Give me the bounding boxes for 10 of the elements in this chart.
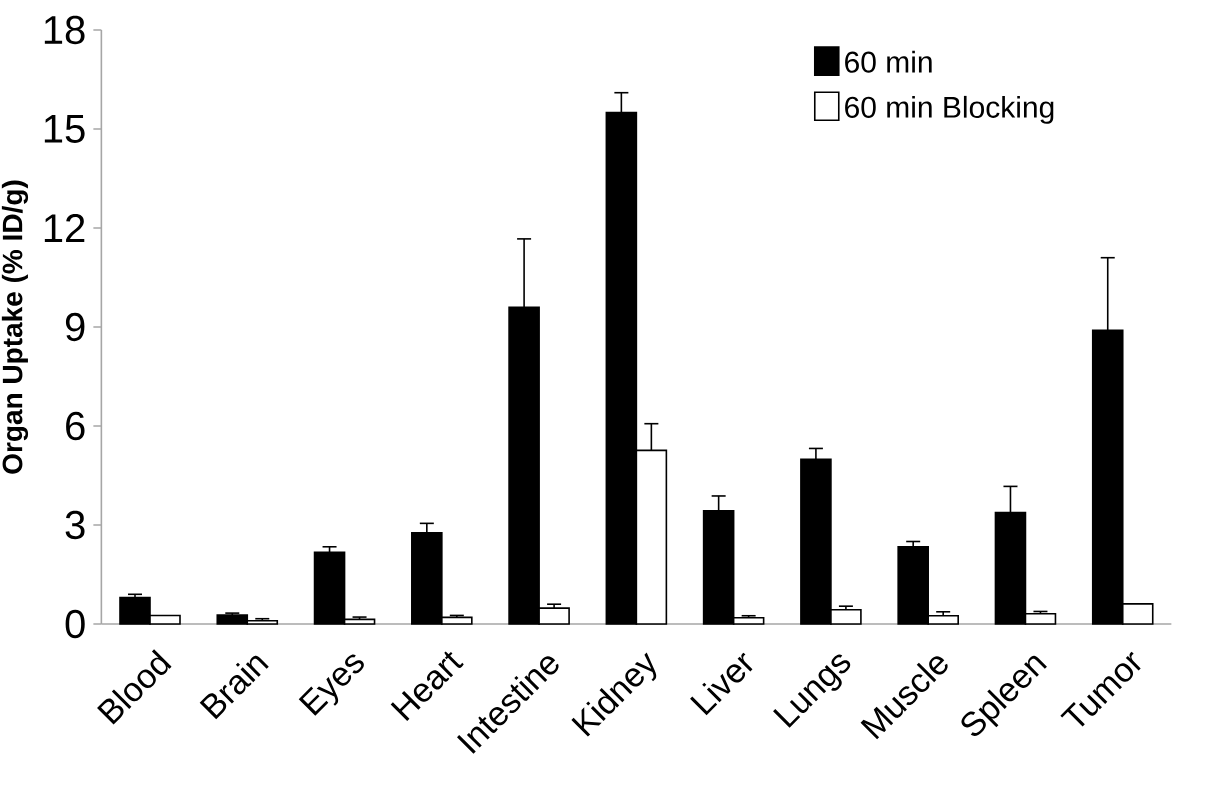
legend-label: 60 min Blocking xyxy=(845,95,1054,124)
y-tick-label: 0 xyxy=(65,609,85,639)
y-tick-label: 9 xyxy=(65,312,85,342)
y-tick-label: 18 xyxy=(44,15,85,45)
y-tick-label: 3 xyxy=(65,510,85,540)
y-tick-label: 15 xyxy=(44,115,85,143)
y-tick-label: 6 xyxy=(66,411,85,441)
y-tick-label: 12 xyxy=(44,214,85,242)
y-axis-title: Organ Uptake (% ID/g) xyxy=(1,180,29,474)
legend-label: 60 min xyxy=(845,50,932,73)
